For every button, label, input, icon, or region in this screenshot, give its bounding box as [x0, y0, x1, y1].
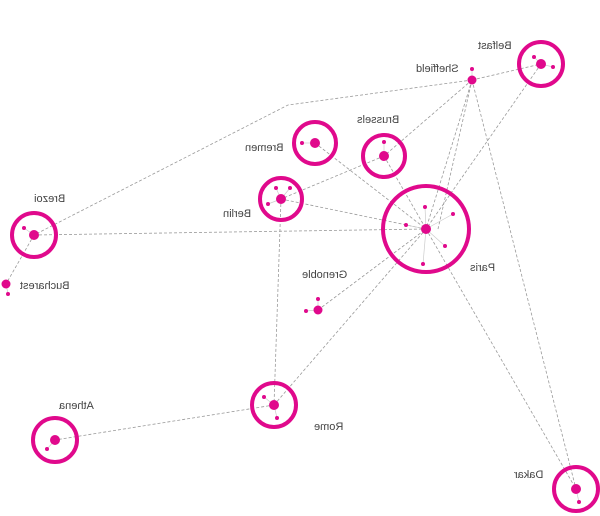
node-brussels: [379, 151, 389, 161]
node-brezoi: [29, 230, 39, 240]
node-ring-belfast: [517, 40, 565, 88]
edge-paris-dakar: [425, 228, 577, 490]
node-paris: [421, 224, 431, 234]
satellite-dot-grenoble: [316, 297, 320, 301]
satellite-dot-paris: [404, 223, 408, 227]
spoke-paris: [425, 213, 454, 230]
edge-brussels-berlin: [280, 155, 385, 200]
satellite-dot-bremen: [300, 141, 304, 145]
satellite-dot-paris: [421, 262, 425, 266]
edge-sheffield-paris: [425, 79, 473, 230]
node-sheffield: [467, 75, 477, 85]
edge-brezoi-paris: [33, 228, 427, 236]
satellite-dot-bucharest: [6, 292, 10, 296]
satellite-dot-grenoble: [304, 309, 308, 313]
label-sheffield: Sheffield: [416, 63, 459, 75]
node-berlin: [276, 194, 286, 204]
satellite-dot-belfast: [532, 55, 536, 59]
node-ring-paris: [381, 184, 471, 274]
label-athena: Athena: [59, 400, 94, 412]
node-ring-brezoi: [10, 211, 58, 259]
node-belfast: [536, 59, 546, 69]
label-dakar: Dakar: [514, 469, 544, 481]
node-ring-berlin: [258, 176, 304, 222]
satellite-dot-berlin: [266, 202, 270, 206]
node-rome: [269, 400, 279, 410]
satellite-dot-paris: [423, 205, 427, 209]
node-ring-dakar: [552, 465, 600, 513]
edge-rome-paris: [273, 228, 427, 406]
spoke-paris: [422, 228, 427, 265]
label-brussels: Brussels: [357, 114, 400, 126]
node-grenoble: [313, 305, 323, 315]
node-ring-brussels: [361, 133, 407, 179]
edge-grenoble-paris: [317, 228, 427, 311]
node-dakar: [571, 484, 581, 494]
node-ring-rome: [250, 381, 298, 429]
edge-berlin-rome: [273, 198, 282, 406]
satellite-dot-dakar: [577, 500, 581, 504]
label-rome: Rome: [314, 421, 344, 433]
satellite-dot-athena: [45, 447, 49, 451]
label-belfast: Belfast: [478, 40, 512, 52]
edge-sheffield-paris-2: [437, 79, 473, 230]
edge-bremen-paris: [314, 142, 427, 230]
satellite-dot-rome: [262, 395, 266, 399]
edge-brezoi-bucharest: [5, 234, 35, 285]
node-athena: [50, 435, 60, 445]
edge-rome-athena: [54, 404, 275, 441]
satellite-dot-belfast: [551, 65, 555, 69]
edge-belfast-paris: [425, 63, 542, 230]
edge-sheffield-belfast: [471, 63, 542, 81]
node-ring-bremen: [292, 120, 338, 166]
satellite-dot-brezoi: [22, 226, 26, 230]
label-bucharest: Bucharest: [20, 280, 70, 292]
node-ring-athena: [31, 416, 79, 464]
label-brezoi: Brezoi: [34, 193, 66, 205]
label-berlin: Berlin: [223, 208, 252, 220]
label-grenoble: Grenoble: [302, 269, 348, 281]
satellite-dot-paris: [443, 244, 447, 248]
satellite-dot-berlin: [274, 186, 278, 190]
satellite-dot-berlin: [288, 186, 292, 190]
label-bremen: Bremen: [245, 142, 284, 154]
node-bremen: [310, 138, 320, 148]
edge-sheffield-brezoi: [33, 79, 473, 236]
satellite-dot-brussels: [382, 140, 386, 144]
satellite-dot-rome: [275, 416, 279, 420]
edge-sheffield-dakar: [471, 79, 577, 490]
satellite-dot-sheffield: [470, 67, 474, 71]
satellite-dot-paris: [451, 212, 455, 216]
node-bucharest: [1, 279, 11, 289]
label-paris: Paris: [470, 262, 496, 274]
